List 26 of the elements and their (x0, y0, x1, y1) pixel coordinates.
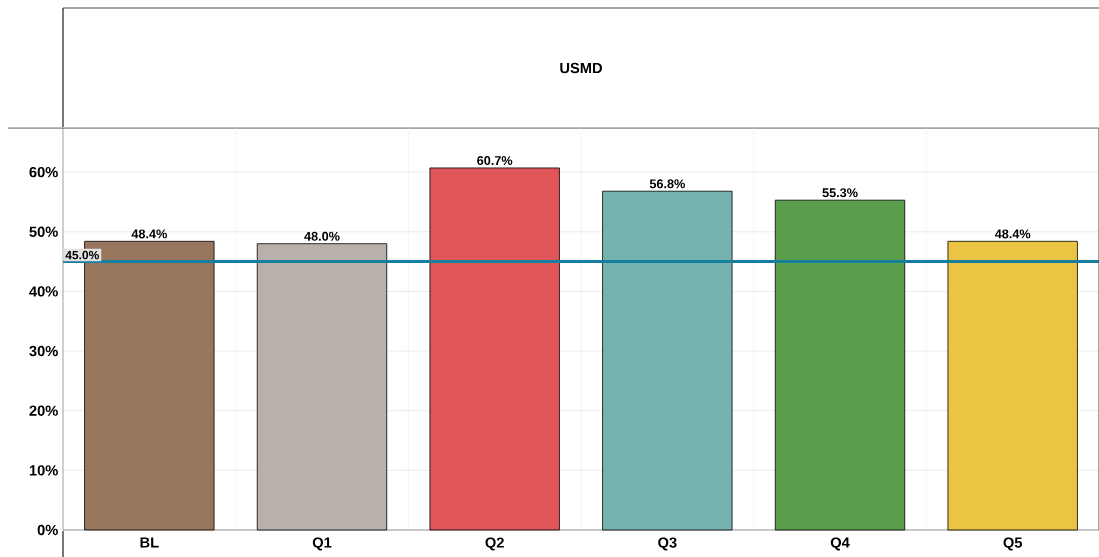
data-label: 48.4% (131, 229, 167, 239)
x-tick-label: Q2 (485, 537, 504, 551)
y-tick-label: 50% (29, 226, 58, 237)
x-tick-label: Q3 (658, 537, 677, 551)
ref-line-label: 45.0% (65, 250, 99, 260)
y-tick-label: 40% (29, 286, 58, 297)
y-tick-label: 20% (29, 405, 58, 416)
bar (256, 243, 388, 531)
bar (774, 199, 906, 531)
bar (429, 167, 560, 531)
bar (602, 190, 733, 531)
data-label: 60.7% (477, 156, 513, 166)
y-tick-label: 60% (29, 166, 58, 178)
data-label: 48.4% (994, 229, 1031, 239)
x-tick-label: Q4 (830, 537, 850, 551)
y-tick-label: 0% (37, 524, 58, 536)
y-tick-label: 30% (29, 345, 58, 357)
x-tick-label: Q1 (312, 537, 332, 551)
chart-title: USMD (560, 62, 602, 74)
data-label: 56.8% (649, 179, 685, 189)
data-label: 55.3% (822, 188, 858, 198)
bar (947, 240, 1078, 531)
data-label: 48.0% (304, 231, 340, 241)
x-tick-label: BL (140, 537, 159, 548)
y-tick-label: 10% (29, 465, 58, 476)
x-tick-label: Q5 (1003, 537, 1023, 551)
